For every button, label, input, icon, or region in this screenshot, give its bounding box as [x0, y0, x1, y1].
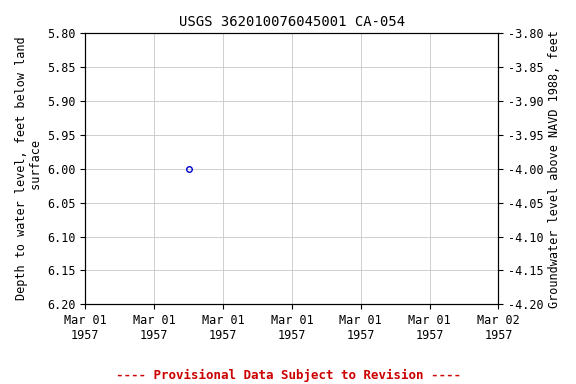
Y-axis label: Depth to water level, feet below land
 surface: Depth to water level, feet below land su…: [15, 37, 43, 301]
Title: USGS 362010076045001 CA-054: USGS 362010076045001 CA-054: [179, 15, 405, 29]
Y-axis label: Groundwater level above NAVD 1988, feet: Groundwater level above NAVD 1988, feet: [548, 30, 561, 308]
Text: ---- Provisional Data Subject to Revision ----: ---- Provisional Data Subject to Revisio…: [116, 369, 460, 382]
